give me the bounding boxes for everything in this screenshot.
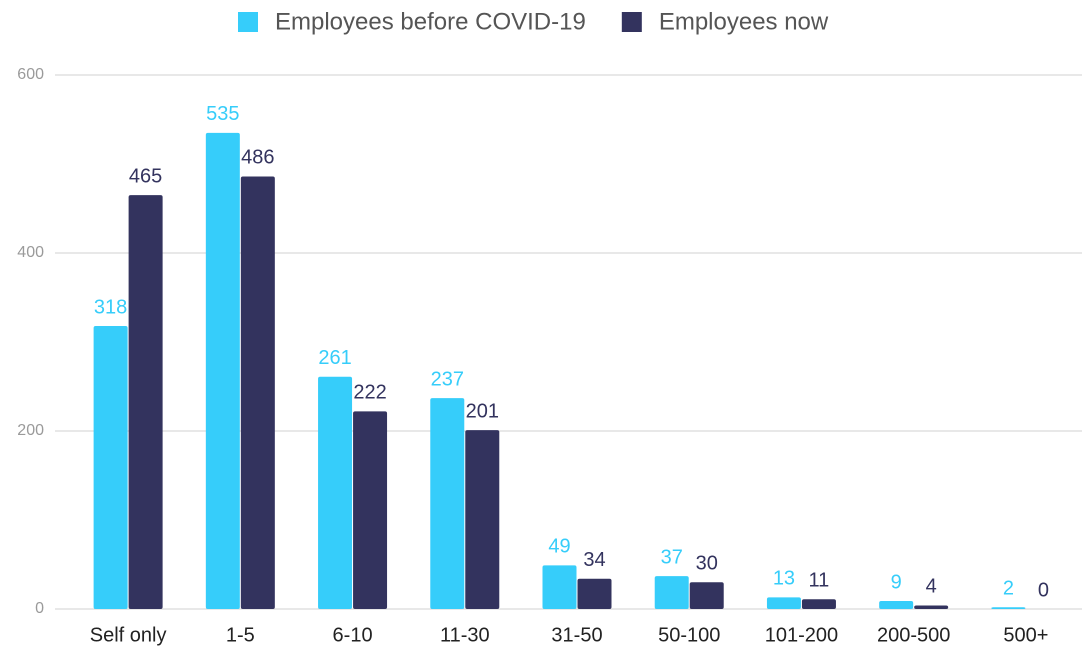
bar [801,599,836,609]
bar [991,607,1026,609]
data-label: 2 [1003,578,1014,600]
x-tick-label: 11-30 [440,624,490,646]
data-label: 9 [891,571,902,593]
bar [542,565,577,609]
bar [914,605,949,609]
bar [577,578,612,609]
bar [128,195,163,609]
bar [318,376,353,609]
data-label: 4 [926,576,937,598]
x-tick-label: 31-50 [551,624,602,646]
x-tick-label: 200-500 [877,624,950,646]
data-label: 535 [206,103,239,125]
data-label: 49 [548,536,570,558]
x-tick-label: 6-10 [333,624,373,646]
data-label: 318 [94,296,127,318]
bar [205,132,240,609]
legend-label: Employees before COVID-19 [275,8,586,35]
bar [430,398,465,609]
data-label: 13 [773,568,795,590]
bar [93,325,128,609]
data-label: 486 [241,147,274,169]
x-tick-label: 1-5 [226,624,255,646]
legend-swatch [621,12,642,32]
bar [879,600,914,609]
bar [353,411,388,609]
bar [654,576,689,609]
legend-swatch [238,12,258,32]
data-label: 237 [431,368,464,390]
data-label: 30 [696,553,718,575]
bar [240,176,275,609]
y-tick-label: 200 [17,422,44,439]
bar [465,430,500,609]
y-tick-label: 400 [17,244,44,261]
data-label: 34 [583,549,605,571]
x-tick-label: 101-200 [765,624,838,646]
y-tick-label: 600 [17,66,44,83]
x-tick-label: 500+ [1003,624,1048,646]
legend-label: Employees now [659,8,829,35]
data-label: 465 [129,165,162,187]
data-label: 201 [466,400,499,422]
x-tick-label: Self only [90,624,167,646]
data-label: 261 [318,347,351,369]
bar [766,597,801,609]
data-label: 0 [1038,579,1049,601]
data-label: 37 [661,546,683,568]
data-label: 11 [809,569,830,591]
bar [689,582,724,609]
x-tick-label: 50-100 [658,624,720,646]
y-tick-label: 0 [35,600,44,617]
data-label: 222 [353,382,386,404]
